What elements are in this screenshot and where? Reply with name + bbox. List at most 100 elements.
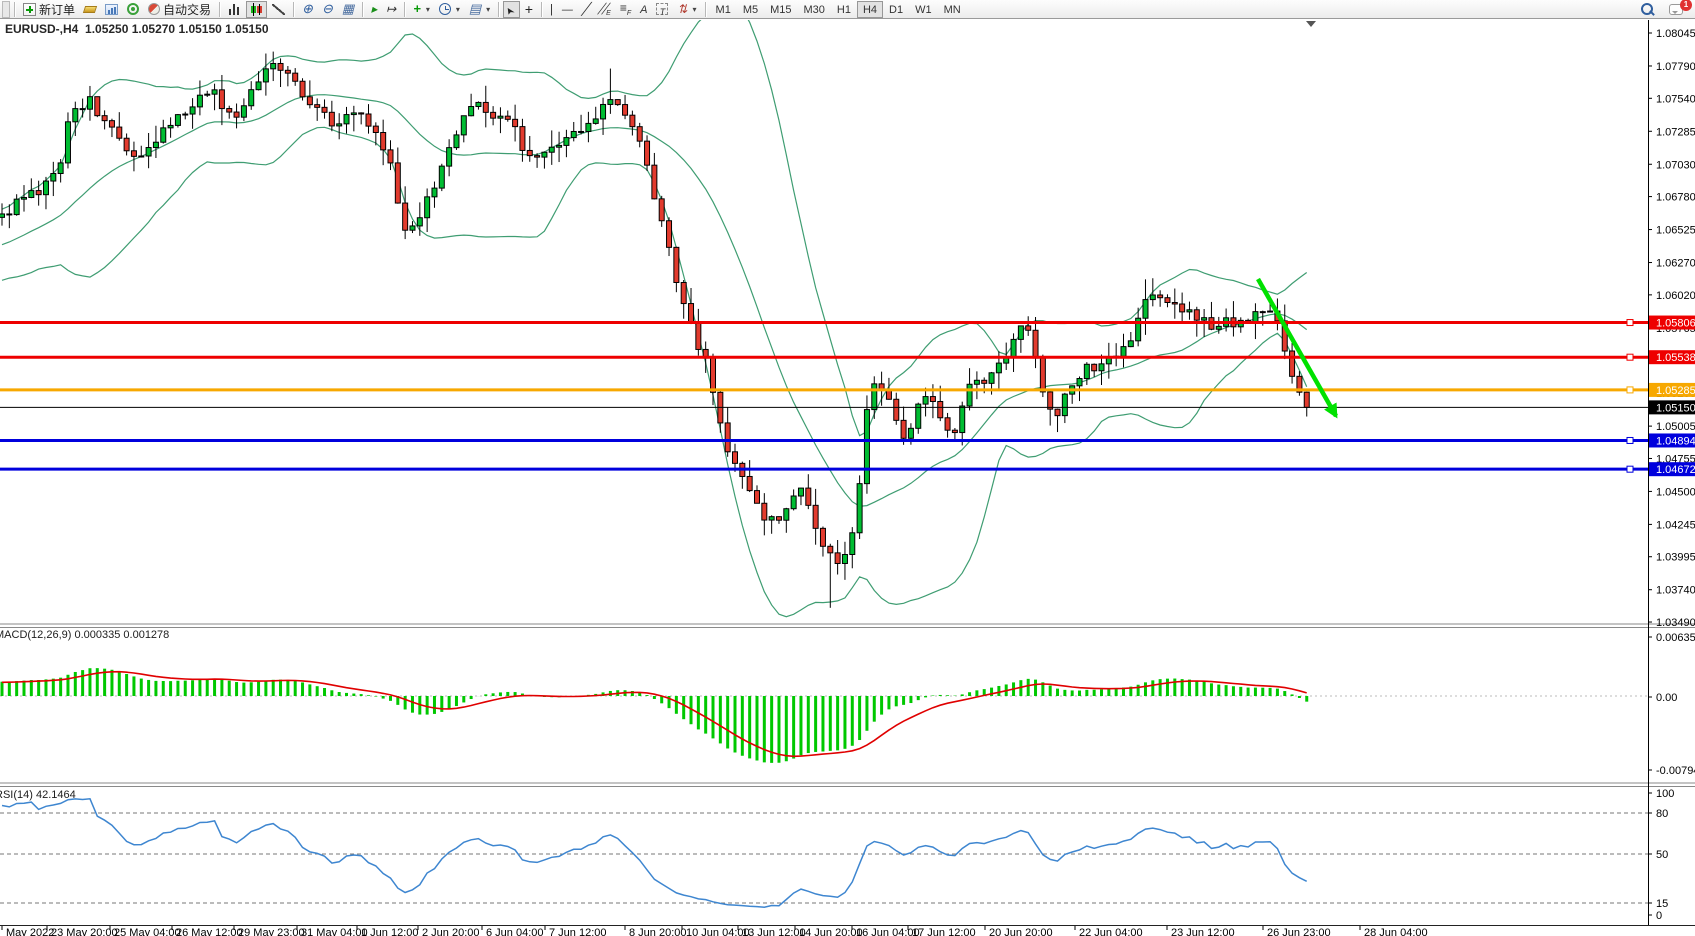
arrows-tool-button[interactable] xyxy=(673,1,700,18)
time-axis-label: 13 Jun 12:00 xyxy=(742,927,806,936)
new-order-button[interactable]: 新订单 xyxy=(19,1,79,18)
horizontal-line-tool-button[interactable] xyxy=(558,1,577,18)
price-line-label-box xyxy=(1649,462,1695,477)
time-axis-label: 16 Jun 04:00 xyxy=(856,927,920,936)
timeframe-button-MN[interactable]: MN xyxy=(938,1,967,18)
bar-chart-icon xyxy=(228,2,242,16)
text-label-tool-button[interactable] xyxy=(652,1,672,18)
timeframe-button-M30[interactable]: M30 xyxy=(798,1,831,18)
fibonacci-tool-button[interactable] xyxy=(616,1,635,18)
price-line-handle[interactable] xyxy=(1626,319,1634,327)
auto-scroll-icon xyxy=(371,2,377,16)
bar-chart-button[interactable] xyxy=(224,1,245,18)
rsi-axis-label: 0 xyxy=(1656,910,1662,922)
timeframe-button-M15[interactable]: M15 xyxy=(764,1,797,18)
periods-button[interactable] xyxy=(435,1,464,18)
cursor-icon xyxy=(507,2,515,16)
time-axis-label: 6 Jun 04:00 xyxy=(486,927,544,936)
toolbar-separator xyxy=(293,1,295,17)
trendline-icon xyxy=(582,2,589,16)
market-watch-button[interactable] xyxy=(80,1,100,18)
vertical-line-tool-button[interactable] xyxy=(546,1,557,18)
channel-tool-button[interactable] xyxy=(594,1,615,18)
chart-canvas[interactable]: 1.08045 1.07790 1.07540 1.07285 1.07030 1.067… xyxy=(0,19,1695,936)
timeframe-button-M1[interactable]: M1 xyxy=(710,1,737,18)
price-line[interactable] xyxy=(0,465,1648,473)
toolbar-separator xyxy=(14,1,15,17)
chart-window-icon xyxy=(105,3,119,15)
rsi-line xyxy=(1,798,1308,908)
timeframe-group: M1 M5 M15 M30 H1 H4 D1 W1 MN xyxy=(710,0,967,19)
price-line[interactable] xyxy=(0,319,1648,327)
time-axis-label: 26 May 12:00 xyxy=(176,927,243,936)
price-axis-label: 1.07030 xyxy=(1656,159,1695,171)
time-axis-label: 26 Jun 23:00 xyxy=(1267,927,1331,936)
auto-scroll-button[interactable] xyxy=(367,1,381,18)
zoom-in-icon xyxy=(302,2,313,16)
price-line-handle[interactable] xyxy=(1626,436,1634,444)
price-line[interactable] xyxy=(0,436,1648,444)
time-axis-label: 23 May 20:00 xyxy=(51,927,118,936)
timeframe-button-M5[interactable]: M5 xyxy=(737,1,764,18)
tile-windows-button[interactable] xyxy=(338,1,358,18)
timeframe-button-D1[interactable]: D1 xyxy=(883,1,909,18)
price-line-label-box xyxy=(1649,400,1695,415)
time-axis-label: 25 May 04:00 xyxy=(114,927,181,936)
indicators-button[interactable] xyxy=(409,1,434,18)
chart-background xyxy=(0,19,1695,936)
search-button[interactable] xyxy=(1636,1,1659,18)
data-window-button[interactable] xyxy=(101,1,122,18)
auto-trading-button[interactable]: 自动交易 xyxy=(144,1,215,18)
notifications-button[interactable]: 1 xyxy=(1665,0,1692,18)
price-line-handle[interactable] xyxy=(1626,386,1634,394)
clock-icon xyxy=(438,3,451,15)
text-tool-button[interactable] xyxy=(636,1,651,18)
price-line-label: 1.05285 xyxy=(1656,385,1695,397)
price-line-handle[interactable] xyxy=(1626,465,1634,473)
price-axis-label: 1.06780 xyxy=(1656,192,1695,204)
new-order-label: 新订单 xyxy=(39,2,76,17)
zoom-out-button[interactable] xyxy=(318,1,337,18)
templates-button[interactable] xyxy=(465,1,494,18)
macd-pane xyxy=(0,668,1309,763)
search-icon xyxy=(1640,2,1655,17)
price-axis-label: 1.03740 xyxy=(1656,585,1695,597)
auto-trading-label: 自动交易 xyxy=(163,2,212,17)
time-axis-label: 14 Jun 20:00 xyxy=(799,927,863,936)
candlestick-chart-button[interactable] xyxy=(246,0,268,18)
price-line-label: 1.04672 xyxy=(1656,464,1695,476)
trend-arrow[interactable] xyxy=(1256,277,1338,419)
cursor-tool-button[interactable] xyxy=(503,0,520,18)
price-line-label: 1.05150 xyxy=(1656,402,1695,414)
price-line-label: 1.04894 xyxy=(1656,435,1695,447)
trendline-tool-button[interactable] xyxy=(578,1,593,18)
macd-axis-label: -0.007949 xyxy=(1656,765,1695,777)
price-line[interactable] xyxy=(0,353,1648,361)
chart-shift-button[interactable] xyxy=(382,1,400,18)
crosshair-tool-button[interactable] xyxy=(521,1,537,18)
fibonacci-icon xyxy=(620,1,631,17)
time-axis-label: 1 Jun 12:00 xyxy=(361,927,419,936)
signals-button[interactable] xyxy=(123,1,143,18)
timeframe-button-H1[interactable]: H1 xyxy=(831,1,857,18)
price-line-label-box xyxy=(1649,382,1695,397)
price-line-handle[interactable] xyxy=(1626,353,1634,361)
timeframe-button-H4[interactable]: H4 xyxy=(856,1,884,19)
rsi-pane xyxy=(1,798,1308,908)
tile-windows-icon xyxy=(342,2,354,16)
equidistant-channel-icon xyxy=(598,1,611,17)
price-axis-label: 1.04500 xyxy=(1656,486,1695,498)
chart-shift-icon xyxy=(386,2,396,16)
zoom-in-button[interactable] xyxy=(298,1,317,18)
price-line-label: 1.05806 xyxy=(1656,318,1695,330)
time-axis-label: 10 Jun 04:00 xyxy=(686,927,750,936)
notification-badge: 1 xyxy=(1680,0,1692,11)
price-line[interactable] xyxy=(0,386,1648,394)
line-chart-button[interactable] xyxy=(268,1,289,18)
toolbar-separator xyxy=(704,1,706,17)
partial-button[interactable] xyxy=(2,0,10,18)
bollinger-middle-band xyxy=(1,94,1308,507)
price-axis-label: 1.03490 xyxy=(1656,617,1695,629)
timeframe-button-W1[interactable]: W1 xyxy=(909,1,938,18)
